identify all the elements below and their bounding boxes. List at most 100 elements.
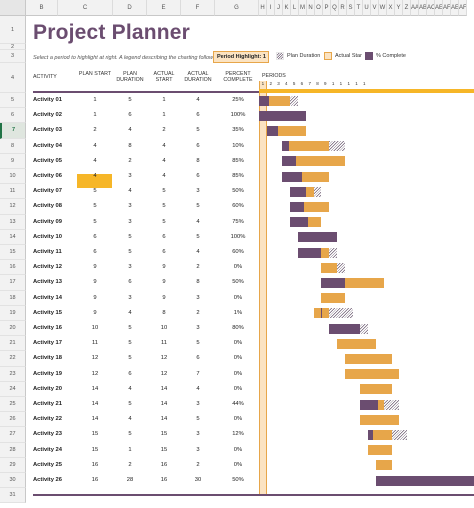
cell-plan-duration[interactable]: 4 [128,385,132,392]
column-header[interactable]: W [379,0,387,16]
table-row[interactable]: Activity 19 12 6 12 7 0% [0,367,474,382]
cell-plan-duration[interactable]: 3 [128,218,132,225]
cell-actual-duration[interactable]: 6 [196,142,200,149]
cell-actual-duration[interactable]: 3 [196,294,200,301]
cell-plan-duration[interactable]: 5 [128,355,132,362]
table-row[interactable]: Activity 21 14 5 14 3 44% [0,397,474,412]
row-number[interactable]: 24 [0,381,26,397]
table-row[interactable]: Activity 15 9 4 8 2 1% [0,306,474,321]
cell-actual-duration[interactable]: 4 [196,249,200,255]
table-row[interactable]: Activity 20 14 4 14 4 0% [0,382,474,397]
cell-actual-start[interactable]: 1 [162,97,166,103]
cell-percent[interactable]: 0% [233,446,243,453]
activity-name[interactable]: Activity 14 [33,294,62,301]
activity-name[interactable]: Activity 24 [33,446,62,453]
table-row[interactable]: Activity 01 1 5 1 4 25% [0,93,474,108]
cell-actual-duration[interactable]: 3 [196,325,200,331]
activity-name[interactable]: Activity 09 [33,218,62,225]
column-header[interactable]: Z [403,0,411,16]
cell-actual-start[interactable]: 10 [160,325,168,331]
cell-plan-start[interactable]: 4 [93,142,97,149]
column-header[interactable]: D [113,0,147,16]
cell-plan-duration[interactable]: 4 [128,188,132,195]
cell-actual-duration[interactable]: 5 [196,203,200,210]
cell-plan-duration[interactable]: 5 [128,249,132,255]
cell-actual-duration[interactable]: 7 [196,370,200,377]
activity-name[interactable]: Activity 10 [33,233,62,240]
table-row[interactable]: Activity 17 11 5 11 5 0% [0,336,474,351]
cell-percent[interactable]: 80% [232,325,244,331]
cell-plan-start[interactable]: 1 [93,112,97,119]
activity-name[interactable]: Activity 16 [33,325,62,331]
cell-plan-start[interactable]: 5 [93,218,97,225]
cell-actual-start[interactable]: 9 [162,264,166,271]
table-row[interactable]: Activity 23 15 5 15 3 12% [0,427,474,442]
column-header[interactable]: H [259,0,267,16]
row-number[interactable]: 6 [0,108,26,124]
cell-actual-duration[interactable]: 5 [196,233,200,240]
activity-name[interactable]: Activity 07 [33,188,62,195]
row-number[interactable]: 18 [0,290,26,306]
cell-percent[interactable]: 50% [232,188,244,195]
cell-actual-start[interactable]: 15 [160,431,168,438]
table-row[interactable]: Activity 04 4 8 4 6 10% [0,139,474,154]
column-header[interactable]: F [181,0,215,16]
column-header[interactable]: C [58,0,113,16]
column-header[interactable]: B [26,0,58,16]
cell-plan-start[interactable]: 12 [91,355,99,362]
table-row[interactable]: Activity 11 6 5 6 4 60% [0,245,474,260]
cell-actual-duration[interactable]: 4 [196,97,200,103]
cell-percent[interactable]: 25% [232,97,244,103]
cell-actual-duration[interactable]: 3 [196,188,200,195]
cell-actual-duration[interactable]: 3 [196,401,200,407]
table-row[interactable]: Activity 24 15 1 15 3 0% [0,443,474,458]
column-header[interactable]: O [315,0,323,16]
row-number[interactable]: 16 [0,260,26,276]
cell-plan-duration[interactable]: 3 [128,173,132,179]
cell-actual-start[interactable]: 6 [162,233,166,240]
cell-percent[interactable]: 0% [233,370,243,377]
column-header[interactable]: I [267,0,275,16]
cell-plan-duration[interactable]: 6 [128,112,132,119]
cell-actual-start[interactable]: 9 [162,294,166,301]
row-number[interactable]: 29 [0,457,26,473]
cell-percent[interactable]: 100% [230,112,246,119]
cell-percent[interactable]: 0% [233,355,243,362]
cell-actual-duration[interactable]: 8 [196,157,200,164]
cell-actual-duration[interactable]: 2 [196,309,200,316]
table-row[interactable]: Activity 26 16 28 16 30 50% [0,473,474,488]
cell-actual-duration[interactable]: 5 [196,127,200,134]
cell-actual-duration[interactable]: 6 [196,173,200,179]
activity-name[interactable]: Activity 25 [33,461,62,468]
cell-plan-start[interactable]: 9 [93,279,97,286]
cell-actual-start[interactable]: 16 [160,477,168,483]
cell-actual-duration[interactable]: 6 [196,112,200,119]
select-all-corner[interactable] [0,0,26,16]
cell-percent[interactable]: 0% [233,416,243,423]
cell-plan-start[interactable]: 14 [91,385,99,392]
row-number[interactable]: 13 [0,214,26,230]
cell-actual-start[interactable]: 9 [162,279,166,286]
table-row[interactable]: Activity 13 9 6 9 8 50% [0,275,474,290]
activity-name[interactable]: Activity 11 [33,249,62,255]
cell-actual-start[interactable]: 6 [162,249,166,255]
cell-actual-start[interactable]: 15 [160,446,168,453]
column-header[interactable]: M [299,0,307,16]
column-header[interactable]: X [387,0,395,16]
cell-actual-start[interactable]: 5 [162,203,166,210]
cell-plan-duration[interactable]: 1 [128,446,132,453]
row-number[interactable]: 12 [0,199,26,215]
cell-plan-start[interactable]: 14 [91,416,99,423]
activity-name[interactable]: Activity 22 [33,416,62,423]
row-number[interactable]: 17 [0,275,26,291]
table-row[interactable]: Activity 25 16 2 16 2 0% [0,458,474,473]
table-row[interactable]: Activity 02 1 6 1 6 100% [0,108,474,123]
row-number[interactable]: 28 [0,442,26,458]
row-number[interactable]: 19 [0,305,26,321]
activity-name[interactable]: Activity 21 [33,401,62,407]
cell-actual-duration[interactable]: 3 [196,446,200,453]
column-header[interactable]: L [291,0,299,16]
cell-percent[interactable]: 50% [232,477,244,483]
cell-plan-duration[interactable]: 5 [128,431,132,438]
cell-percent[interactable]: 85% [232,157,244,164]
